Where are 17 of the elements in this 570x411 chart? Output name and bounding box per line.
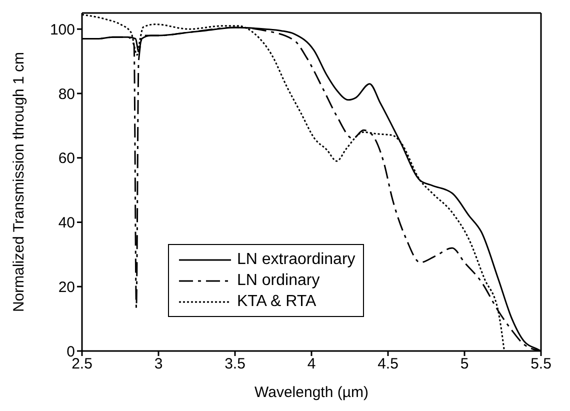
y-tick-label: 40	[58, 214, 75, 232]
x-tick-label: 5.5	[530, 356, 552, 373]
y-tick-label: 80	[58, 86, 75, 103]
y-tick-label: 100	[50, 21, 75, 38]
x-tick-label: 3.5	[224, 356, 246, 373]
legend-label: KTA & RTA	[237, 292, 316, 312]
legend-label: LN ordinary	[237, 271, 320, 291]
x-tick-label: 4.5	[378, 356, 398, 373]
x-tick-label: 4	[307, 356, 316, 373]
y-tick-label: 20	[58, 278, 75, 296]
x-tick-label: 5	[460, 356, 469, 373]
x-tick-label: 2.5	[72, 356, 92, 373]
x-axis-title: Wavelength (µm)	[254, 384, 368, 401]
legend-label: LN extraordinary	[237, 250, 356, 270]
y-tick-label: 60	[58, 150, 75, 168]
x-tick-label: 3	[154, 356, 163, 373]
y-axis-title: Normalized Transmission through 1 cm	[10, 52, 28, 312]
